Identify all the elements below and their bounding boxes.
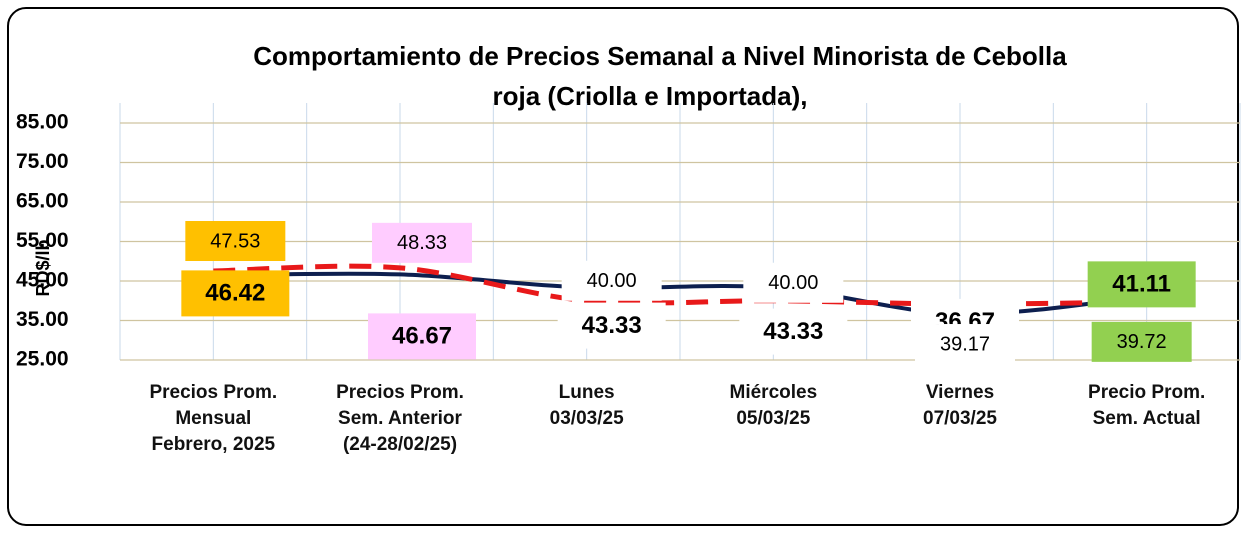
x-tick-label: Precios Prom. Mensual Febrero, 2025 xyxy=(149,382,278,455)
y-tick-label: 55.00 xyxy=(16,229,69,252)
x-tick-label: Miércoles 05/03/25 xyxy=(729,382,818,429)
data-label: 46.42 xyxy=(205,280,265,307)
chart-title: Comportamiento de Precios Semanal a Nive… xyxy=(253,41,1067,71)
x-tick-label: Precios Prom. Sem. Anterior (24-28/02/25… xyxy=(336,382,464,455)
data-label: 40.00 xyxy=(768,272,818,294)
x-tick-label: Lunes 03/03/25 xyxy=(549,382,624,429)
data-label-box xyxy=(185,221,286,262)
data-label: 39.17 xyxy=(940,333,990,355)
data-label-box xyxy=(743,262,844,303)
data-label-box xyxy=(1091,321,1192,362)
data-label-box xyxy=(372,222,472,263)
data-label: 40.00 xyxy=(587,270,637,292)
data-label: 41.11 xyxy=(1112,271,1171,298)
data-label-box xyxy=(557,302,666,349)
data-label-box xyxy=(1087,261,1196,308)
y-tick-label: 25.00 xyxy=(16,348,69,371)
x-tick-label: Precio Prom. Sem. Actual xyxy=(1088,382,1206,429)
data-label-box xyxy=(915,324,1015,365)
y-axis-label: RD$/lb xyxy=(33,239,53,296)
data-label: 43.33 xyxy=(582,312,642,339)
chart-title: roja (Criolla e Importada), xyxy=(493,81,808,111)
data-label: 39.72 xyxy=(1117,331,1167,353)
y-tick-label: 65.00 xyxy=(16,190,69,213)
y-tick-label: 45.00 xyxy=(16,269,69,292)
y-tick-label: 85.00 xyxy=(16,111,69,134)
data-label-box xyxy=(561,260,662,301)
data-label: 46.67 xyxy=(392,323,452,350)
data-label-box xyxy=(181,270,290,317)
y-tick-label: 75.00 xyxy=(16,150,69,173)
data-label: 43.33 xyxy=(763,318,823,345)
data-label-box xyxy=(739,308,848,355)
data-label-box xyxy=(368,313,476,360)
y-tick-label: 35.00 xyxy=(16,308,69,331)
data-label: 48.33 xyxy=(397,232,447,254)
x-tick-label: Viernes 07/03/25 xyxy=(923,382,997,429)
data-label: 47.53 xyxy=(210,230,260,252)
